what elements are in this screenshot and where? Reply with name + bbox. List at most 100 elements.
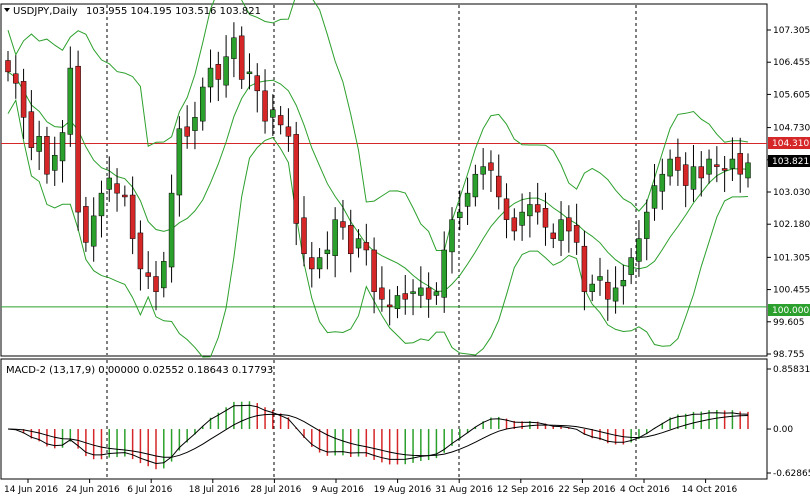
candle-body	[340, 221, 346, 228]
candle-body	[729, 158, 736, 169]
middle-band	[7, 71, 749, 292]
candle-body	[449, 219, 455, 253]
candle-body	[161, 261, 167, 289]
macd-tick-label: 0.00	[773, 425, 793, 435]
candle-body	[581, 245, 588, 292]
candle-body	[363, 242, 370, 251]
candle-body	[503, 198, 510, 220]
candle-body	[20, 81, 27, 118]
candle-body	[199, 86, 206, 122]
candle-body	[223, 56, 229, 86]
macd-header: MACD-2 (13,17,9) 0.00000 0.02552 0.18643…	[6, 365, 273, 376]
price-tick-label: 102.180	[773, 220, 810, 230]
price-tick-label: 98.755	[773, 350, 805, 360]
candle-body	[605, 281, 611, 300]
candle-body	[706, 158, 712, 175]
macd-axis: 0.85831 0.00 -0.62865	[767, 365, 810, 479]
candle-body	[83, 206, 89, 243]
candle-body	[651, 185, 658, 209]
candle-body	[44, 136, 50, 175]
candle-body	[714, 164, 720, 167]
current-price-value: 103.821	[772, 157, 809, 167]
candle-body	[394, 295, 401, 309]
candle-body	[441, 249, 447, 298]
macd-indicator	[7, 401, 749, 470]
candle-body	[293, 134, 299, 224]
time-label: 12 Sep 2016	[497, 485, 554, 495]
candle-body	[285, 126, 292, 137]
candle-body	[457, 211, 463, 219]
price-tick-label: 107.305	[773, 26, 810, 36]
candle-body	[418, 287, 424, 296]
candle-body	[620, 280, 627, 287]
time-label: 6 Jul 2016	[127, 485, 172, 495]
upper-band	[7, 0, 749, 251]
candle-body	[153, 276, 159, 292]
price-tick-label: 105.605	[773, 90, 810, 100]
candle-body	[659, 173, 666, 192]
macd-pane[interactable]	[0, 358, 768, 480]
candle-body	[75, 65, 81, 213]
support-value: 100.000	[772, 306, 809, 316]
resistance-tag: 104.310	[768, 137, 810, 149]
candle-body	[698, 166, 705, 179]
candle-body	[5, 60, 11, 73]
candle-body	[667, 158, 673, 177]
time-label: 4 Oct 2016	[620, 485, 670, 495]
candle-body	[301, 217, 307, 255]
price-tick-label: 99.605	[773, 318, 805, 328]
candle-body	[231, 37, 237, 59]
candle-body	[28, 111, 35, 148]
candle-body	[106, 177, 113, 190]
candle-body	[277, 115, 284, 126]
time-label: 9 Aug 2016	[312, 485, 364, 495]
support-tag: 100.000	[768, 304, 810, 316]
price-tick-label: 100.455	[773, 286, 810, 296]
candle-body	[246, 71, 253, 75]
candle-body	[550, 232, 557, 239]
triangle-down-icon	[4, 8, 10, 12]
candle-body	[721, 168, 728, 171]
candle-body	[542, 208, 549, 228]
candle-body	[129, 194, 136, 239]
price-pane[interactable]	[0, 3, 768, 357]
macd-line	[7, 404, 749, 465]
lower-band	[7, 98, 749, 358]
candle-body	[636, 238, 642, 262]
candle-body	[675, 156, 681, 171]
price-tick-label: 103.030	[773, 188, 810, 198]
symbol-label: USDJPY,Daily	[13, 6, 78, 17]
candle-body	[597, 276, 603, 281]
candle-body	[589, 283, 595, 292]
macd-tick-label: 0.85831	[773, 365, 810, 375]
candle-body	[238, 35, 245, 80]
candle-body	[215, 64, 222, 80]
candle-body	[36, 136, 42, 152]
candle-body	[59, 132, 66, 162]
time-axis: 14 Jun 2016 24 Jun 2016 6 Jul 2016 18 Jul 2…	[4, 479, 738, 495]
time-label: 24 Jun 2016	[66, 485, 120, 495]
price-tick-label: 104.730	[773, 124, 810, 134]
price-tick-label: 101.305	[773, 253, 810, 263]
time-label: 31 Aug 2016	[435, 485, 493, 495]
candle-body	[433, 291, 440, 296]
candle-body	[511, 217, 518, 232]
time-label: 19 Aug 2016	[374, 485, 432, 495]
candle-body	[324, 249, 331, 255]
candle-body	[309, 257, 315, 270]
candle-body	[122, 194, 128, 198]
period-separators	[106, 5, 637, 478]
candle-body	[176, 128, 183, 196]
bollinger-bands	[7, 0, 749, 358]
candle-body	[527, 204, 533, 217]
candle-body	[558, 219, 564, 241]
signal-line	[7, 413, 749, 458]
candle-body	[488, 162, 494, 171]
candle-body	[51, 154, 58, 171]
candle-body	[379, 287, 385, 300]
candles	[5, 22, 751, 326]
candle-body	[472, 173, 479, 198]
candle-body	[184, 126, 190, 137]
candle-body	[682, 164, 689, 186]
